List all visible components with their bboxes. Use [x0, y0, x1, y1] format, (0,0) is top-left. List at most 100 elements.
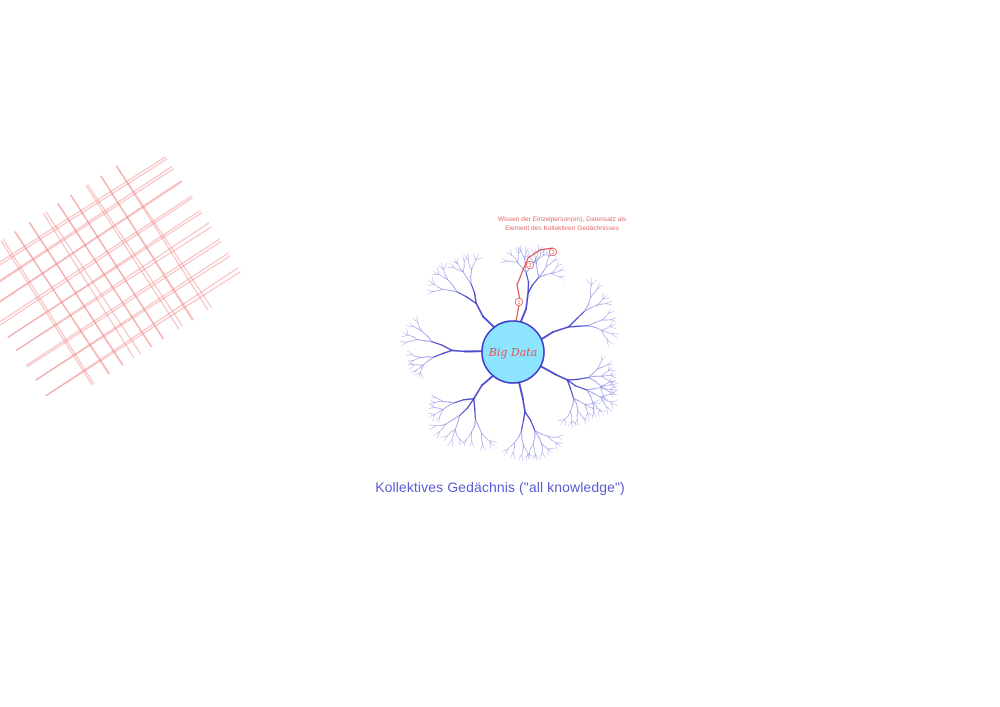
tree-branch	[469, 442, 472, 447]
tree-branch	[532, 260, 537, 264]
tree-branch	[472, 259, 477, 266]
tree-branch	[612, 317, 617, 319]
tree-branch	[408, 361, 412, 365]
tree-branch	[438, 407, 444, 410]
tree-branch	[593, 279, 598, 283]
tree-branch	[538, 270, 545, 278]
tree-branch	[516, 250, 519, 254]
tree-branch	[558, 264, 562, 266]
tree-branch	[514, 257, 518, 263]
tree-branch	[538, 254, 544, 259]
tree-branch	[449, 289, 458, 293]
tree-branch	[540, 451, 543, 456]
tree-branch	[491, 443, 495, 446]
tree-branch	[404, 334, 409, 337]
tree-branch	[535, 453, 537, 458]
tree-branch	[467, 259, 470, 266]
tree-branch	[570, 420, 573, 424]
tree-branch	[547, 435, 552, 441]
tree-branch	[586, 389, 592, 398]
hatch-stroke	[0, 180, 182, 302]
tree-branch	[414, 319, 418, 323]
tree-branch	[428, 427, 433, 430]
hatch-stroke	[35, 255, 231, 381]
tree-branch	[612, 323, 617, 326]
tree-branch	[426, 289, 431, 292]
tree-branch	[534, 254, 536, 260]
tree-branch	[547, 435, 553, 438]
tree-branch	[473, 398, 476, 411]
tree-branch	[545, 250, 550, 254]
tree-branch	[612, 391, 616, 394]
tree-branch	[511, 451, 514, 456]
tree-branch	[475, 302, 484, 318]
tree-branch	[454, 258, 456, 262]
tree-branch	[526, 456, 528, 461]
tree-branch	[607, 382, 611, 384]
tree-branch	[594, 380, 602, 387]
tree-branch	[543, 265, 548, 272]
tree-branch	[475, 418, 480, 427]
tree-branch	[599, 360, 602, 366]
tree-branch	[601, 411, 605, 416]
tree-branch	[595, 405, 600, 411]
tree-branch	[482, 315, 496, 329]
tree-branch	[524, 251, 527, 257]
tree-branch	[559, 276, 563, 279]
hatch-stroke	[70, 195, 164, 340]
tree-branch	[560, 421, 564, 426]
tree-branch	[593, 409, 596, 412]
tree-branch	[609, 341, 614, 345]
tree-branch	[567, 411, 571, 417]
tree-branch	[554, 270, 560, 274]
tree-branch	[517, 456, 521, 462]
tree-branch	[610, 393, 614, 398]
tree-branch	[537, 456, 541, 460]
tree-branch	[451, 349, 467, 353]
tree-branch	[433, 395, 436, 399]
tree-branch	[559, 437, 563, 440]
tree-branch	[427, 292, 431, 295]
tree-branch	[593, 402, 597, 404]
tree-branch	[556, 265, 560, 268]
tree-branch	[594, 326, 603, 331]
tree-branch	[525, 292, 529, 310]
tree-branch	[509, 253, 513, 256]
tree-branch	[522, 397, 526, 413]
tree-branch	[612, 386, 617, 389]
tree-branch	[471, 264, 474, 271]
hatch-stroke	[87, 184, 184, 327]
tree-branch	[554, 274, 560, 277]
tree-branch	[572, 398, 575, 405]
tree-branch	[610, 381, 613, 385]
hatch-stroke	[15, 226, 212, 351]
tree-branch	[436, 267, 439, 271]
tree-branch	[612, 370, 615, 374]
tree-branch	[454, 421, 459, 431]
tree-branch	[532, 444, 535, 450]
hatch-stroke	[14, 231, 111, 375]
tree-branch	[443, 276, 448, 280]
tree-branch	[583, 417, 586, 422]
tree-branch	[412, 326, 418, 329]
tree-branch	[531, 276, 540, 286]
tree-branch	[556, 435, 561, 438]
tree-branch	[447, 278, 454, 286]
tree-branch	[569, 387, 575, 400]
tree-branch	[574, 422, 576, 426]
tree-branch	[451, 415, 461, 421]
tree-branch	[511, 261, 518, 263]
tree-branch	[534, 430, 540, 438]
tree-branch	[518, 430, 522, 438]
tree-branch	[470, 440, 472, 444]
tree-branch	[428, 284, 432, 287]
tree-branch	[535, 453, 538, 458]
tree-branch	[431, 341, 443, 346]
tree-branch	[553, 258, 556, 262]
tree-branch	[592, 411, 594, 416]
tree-branch	[411, 324, 414, 327]
tree-branch	[449, 439, 453, 444]
tree-branch	[509, 249, 512, 253]
tree-branch	[533, 448, 536, 455]
